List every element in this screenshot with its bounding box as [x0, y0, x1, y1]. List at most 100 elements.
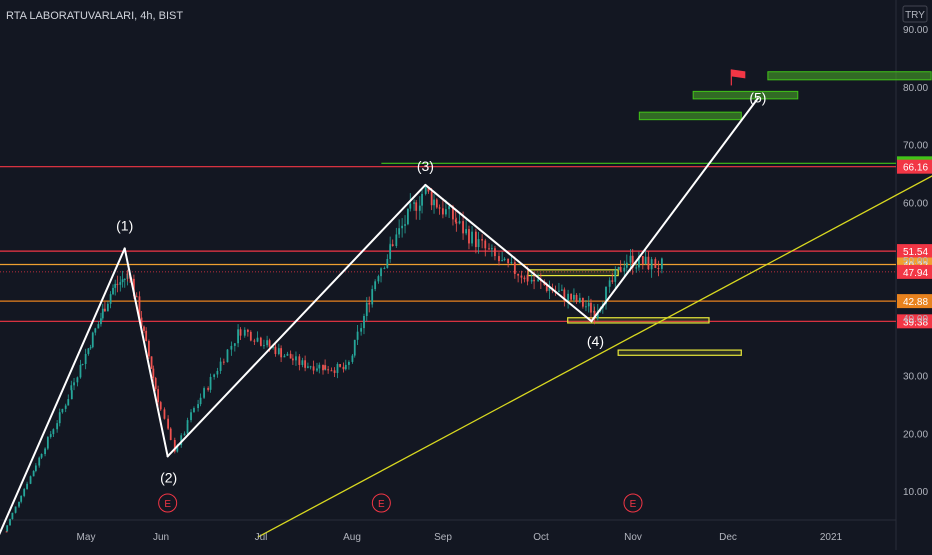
candle-body: [513, 262, 516, 274]
candle-body: [20, 495, 23, 502]
candle-body: [471, 231, 473, 244]
candle-body: [123, 278, 126, 280]
candle-body: [507, 258, 510, 264]
candle-body: [520, 275, 523, 278]
candle-body: [517, 273, 520, 276]
candle-body: [213, 374, 216, 377]
candle-body: [415, 202, 418, 211]
candle-body: [5, 531, 8, 533]
candle-body: [409, 203, 412, 209]
candle-body: [298, 356, 301, 365]
time-tick-label: 2021: [820, 532, 843, 543]
candle-body: [433, 199, 435, 206]
candle-body: [578, 297, 581, 303]
candle-body: [448, 206, 451, 210]
candle-body: [575, 294, 578, 303]
candle-body: [629, 255, 632, 263]
earnings-marker[interactable]: [158, 493, 178, 513]
candle-body: [593, 310, 596, 319]
price-axis[interactable]: 10.00 20.00 30.00 40.00 50.00 60.00 70.00 80.00…: [903, 25, 928, 498]
candle-body: [9, 519, 11, 526]
wave-segment[interactable]: [590, 97, 759, 323]
flag-icon[interactable]: [731, 69, 746, 79]
price-tick-label: 80.00: [903, 83, 928, 94]
wave-segment[interactable]: [424, 183, 593, 323]
candle-body: [377, 276, 380, 282]
candle-body: [587, 302, 590, 307]
time-tick-label: Aug: [343, 532, 361, 543]
candle-body: [73, 382, 75, 386]
price-level-label: 42.88: [903, 297, 928, 308]
candle-body: [363, 315, 365, 329]
trendline[interactable]: [257, 136, 932, 538]
support-zone[interactable]: [527, 269, 619, 277]
candle-body: [38, 457, 41, 466]
target-zone[interactable]: [692, 90, 799, 100]
wave-segment[interactable]: [166, 183, 427, 458]
price-level-tag: [897, 264, 932, 279]
candle-body: [644, 256, 647, 265]
candle-body: [619, 267, 622, 272]
candle-body: [274, 346, 277, 355]
target-zone[interactable]: [767, 71, 932, 81]
candle-body: [89, 347, 92, 349]
time-axis[interactable]: May Jun Jul Aug Sep Oct Nov Dec 2021: [77, 532, 843, 543]
candle-body: [455, 222, 458, 224]
currency-button-frame[interactable]: [902, 5, 928, 23]
candle-body: [97, 324, 100, 329]
target-zone[interactable]: [638, 111, 742, 121]
candle-body: [109, 294, 112, 304]
wave-segment[interactable]: [0, 247, 126, 537]
earnings-marker[interactable]: [623, 493, 643, 513]
candle-body: [183, 433, 186, 436]
candle-body: [371, 289, 374, 305]
candle-body: [114, 283, 117, 288]
candle-body: [322, 364, 324, 371]
price-level-tag: [897, 159, 932, 174]
candle-body: [398, 228, 401, 235]
candle-body: [641, 256, 644, 265]
candle-body: [389, 244, 392, 246]
wave-label: (3): [417, 158, 434, 174]
candle-body: [226, 349, 229, 363]
candle-body: [150, 356, 153, 369]
candle-body: [154, 378, 157, 390]
candle-body: [133, 278, 135, 297]
time-tick-label: May: [77, 532, 96, 543]
candle-body: [304, 360, 307, 368]
candle-body: [477, 239, 480, 248]
candle-body: [280, 348, 283, 358]
candle-body: [207, 388, 210, 390]
candle-body: [488, 248, 490, 250]
candle-body: [58, 412, 61, 424]
candle-body: [351, 355, 354, 362]
price-tick-label: 90.00: [903, 25, 928, 36]
price-level-tag: [897, 294, 932, 309]
candle-body: [266, 340, 269, 346]
candle-body: [494, 248, 496, 257]
candle-body: [560, 289, 563, 291]
candle-body: [249, 331, 252, 341]
candle-body: [374, 281, 377, 290]
candle-body: [501, 260, 504, 262]
support-zone[interactable]: [567, 317, 710, 324]
candle-body: [530, 279, 533, 282]
support-zone[interactable]: [617, 349, 742, 356]
earnings-marker[interactable]: [371, 493, 391, 513]
candle-body: [608, 280, 611, 287]
candle-body: [339, 364, 341, 367]
currency-button-label[interactable]: TRY: [905, 10, 925, 21]
candle-body: [407, 208, 409, 225]
wave-label: (1): [116, 217, 133, 233]
candle-body: [484, 240, 487, 249]
candle-body: [435, 199, 438, 208]
candle-body: [324, 365, 327, 370]
candle-body: [468, 229, 470, 244]
price-level-label: 39.38: [903, 317, 928, 328]
candle-body: [193, 408, 195, 413]
candle-body: [29, 476, 32, 484]
candle-body: [219, 361, 222, 371]
wave-segment[interactable]: [123, 247, 169, 458]
candle-body: [112, 287, 114, 295]
